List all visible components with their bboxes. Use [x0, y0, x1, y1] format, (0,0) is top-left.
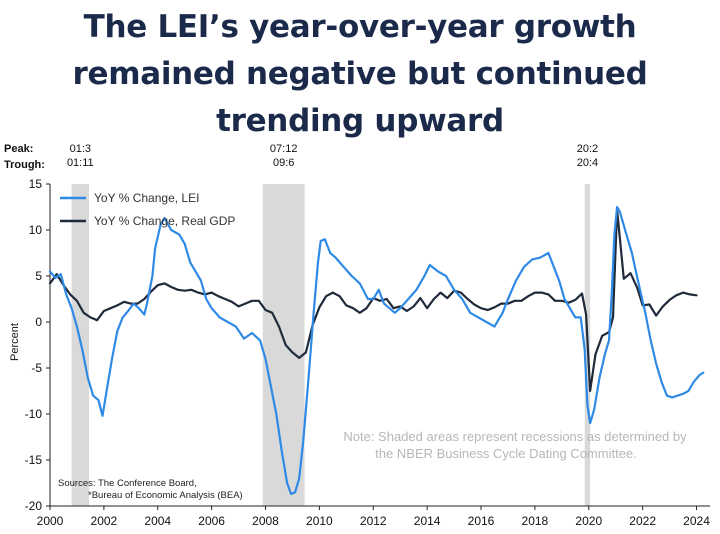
y-axis: 15 10 5 0 -5 -10 -15 -20 — [25, 177, 50, 513]
x-tick-label: 2022 — [629, 514, 656, 528]
x-tick-label: 2012 — [360, 514, 387, 528]
y-axis-label: Percent — [9, 323, 21, 361]
y-tick-label: -10 — [25, 407, 43, 421]
y-tick-label: -15 — [25, 453, 43, 467]
series-line-lei — [48, 205, 705, 496]
y-tick-label: 10 — [29, 223, 43, 237]
recession-band-2 — [262, 184, 305, 506]
x-tick-label: 2000 — [37, 514, 64, 528]
x-tick-label: 2002 — [91, 514, 118, 528]
sources: Sources: The Conference Board, *Bureau o… — [58, 478, 243, 501]
peak-trough-labels: Peak: Trough: 01:3 01:11 07:12 09:6 20:2 20:4 — [4, 143, 598, 171]
trough-row-label: Trough: — [4, 159, 45, 171]
recession-trough-label-1: 01:11 — [67, 157, 94, 169]
series-layer — [48, 205, 705, 496]
chart-title-line-1: The LEI’s year-over-year growth — [83, 9, 637, 45]
y-tick-label: -20 — [25, 499, 43, 513]
source-line-1: Sources: The Conference Board, — [58, 478, 197, 489]
x-tick-label: 2018 — [522, 514, 549, 528]
source-line-2: *Bureau of Economic Analysis (BEA) — [88, 490, 243, 501]
y-tick-label: 5 — [35, 269, 42, 283]
x-tick-label: 2006 — [198, 514, 225, 528]
legend-label-2: YoY % Change, Real GDP — [94, 214, 235, 228]
x-tick-label: 2024 — [683, 514, 710, 528]
note: Note: Shaded areas represent recessions … — [343, 429, 687, 461]
x-axis: 2000 2002 2004 2006 2008 2010 2012 2014 2016 2018… — [37, 506, 710, 528]
x-tick-label: 2008 — [252, 514, 279, 528]
y-tick-label: 0 — [35, 315, 42, 329]
peak-row-label: Peak: — [4, 143, 33, 155]
recession-trough-label-2: 09:6 — [273, 157, 294, 169]
x-tick-label: 2004 — [144, 514, 171, 528]
note-line-2: the NBER Business Cycle Dating Committee… — [375, 446, 637, 461]
y-tick-label: -5 — [31, 361, 42, 375]
chart-title-line-2: remained negative but continued — [72, 56, 648, 92]
y-tick-label: 15 — [29, 177, 43, 191]
recession-trough-label-3: 20:4 — [577, 157, 598, 169]
legend: YoY % Change, LEI YoY % Change, Real GDP — [60, 191, 235, 228]
recession-peak-label-2: 07:12 — [270, 143, 298, 155]
plot-frame — [49, 184, 710, 507]
x-tick-label: 2014 — [414, 514, 441, 528]
x-tick-label: 2010 — [306, 514, 333, 528]
recession-peak-label-1: 01:3 — [70, 143, 91, 155]
chart-title: The LEI’s year-over-year growth remained… — [0, 4, 720, 145]
note-line-1: Note: Shaded areas represent recessions … — [343, 429, 687, 444]
x-tick-label: 2016 — [468, 514, 495, 528]
chart-title-line-3: trending upward — [216, 103, 504, 139]
recession-peak-label-3: 20:2 — [577, 143, 598, 155]
x-tick-label: 2020 — [575, 514, 602, 528]
series-line-real-gdp — [48, 208, 698, 393]
legend-label-1: YoY % Change, LEI — [94, 191, 199, 205]
